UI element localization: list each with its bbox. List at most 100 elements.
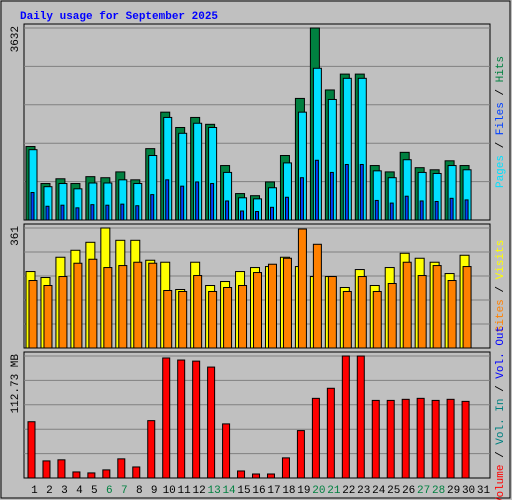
bar [57, 459, 66, 479]
bar [404, 195, 409, 221]
y-tick-label: 112.73 MB [10, 354, 22, 414]
bar [417, 275, 427, 349]
bar [162, 357, 171, 479]
x-tick-label: 22 [342, 485, 355, 497]
bar [386, 399, 395, 479]
legend: Volume / Vol. In / Vol. Out [495, 326, 507, 500]
bar [342, 290, 352, 349]
bar [177, 359, 186, 479]
x-tick-label: 16 [252, 485, 265, 497]
x-tick-label: 11 [178, 485, 192, 497]
bar [329, 171, 334, 221]
x-tick-label: 29 [447, 485, 460, 497]
legend-entry: Files [495, 102, 507, 135]
bar [357, 276, 367, 349]
bar [434, 200, 439, 221]
legend-separator: / [495, 445, 507, 465]
x-tick-label: 26 [402, 485, 415, 497]
bar [43, 285, 53, 349]
bar [27, 421, 36, 479]
y-tick-label: 3632 [10, 26, 22, 52]
bar [255, 211, 260, 221]
bar [72, 471, 81, 479]
bar [60, 204, 65, 221]
bar [180, 185, 185, 221]
bar [103, 267, 113, 349]
x-tick-label: 27 [417, 485, 430, 497]
x-tick-label: 10 [163, 485, 176, 497]
bar [133, 261, 143, 349]
legend-entry: Visits [495, 240, 507, 280]
bar [253, 272, 263, 349]
chart-title: Daily usage for September 2025 [20, 11, 218, 23]
bar [416, 397, 425, 479]
bar [371, 399, 380, 479]
bar [210, 183, 215, 221]
legend-entry: Hits [495, 56, 507, 82]
bar [432, 265, 442, 349]
bar [296, 430, 305, 479]
x-tick-label: 31 [477, 485, 491, 497]
bar [117, 458, 126, 479]
bar [192, 360, 201, 479]
legend-separator: / [495, 279, 507, 299]
bar [402, 261, 412, 349]
bar [341, 355, 350, 479]
bar [464, 199, 469, 221]
bar [449, 197, 454, 221]
x-tick-label: 17 [267, 485, 280, 497]
bar [327, 276, 337, 349]
bar [387, 283, 397, 349]
bar [359, 163, 364, 221]
x-tick-label: 14 [222, 485, 236, 497]
x-tick-label: 18 [282, 485, 295, 497]
bar [446, 398, 455, 479]
bar [178, 290, 188, 349]
legend-separator: / [495, 135, 507, 155]
bar [102, 469, 111, 479]
x-tick-label: 6 [106, 485, 113, 497]
bar [311, 397, 320, 479]
bar [431, 399, 440, 479]
x-tick-label: 9 [151, 485, 158, 497]
bar [222, 423, 231, 479]
bar [135, 205, 140, 221]
legend-entry: Vol. Out [495, 326, 507, 379]
bar [195, 181, 200, 221]
bar [87, 472, 96, 479]
x-tick-label: 25 [387, 485, 400, 497]
x-tick-label: 8 [136, 485, 143, 497]
bar [120, 203, 125, 221]
x-tick-label: 2 [46, 485, 53, 497]
bar [389, 202, 394, 221]
bar [266, 473, 275, 479]
legend-separator: / [495, 379, 507, 399]
bar [88, 258, 98, 349]
bar [281, 457, 290, 479]
bar [148, 262, 158, 349]
bar [30, 192, 35, 221]
x-tick-label: 4 [76, 485, 83, 497]
bar [284, 196, 289, 221]
x-tick-label: 13 [207, 485, 220, 497]
legend-entry: Sites [495, 299, 507, 332]
bar [225, 200, 230, 221]
bar [90, 204, 95, 221]
bar [447, 280, 457, 349]
x-tick-label: 30 [462, 485, 475, 497]
bar [42, 460, 51, 479]
bar [267, 263, 277, 349]
bar [147, 420, 156, 479]
bar [297, 228, 307, 349]
bar [58, 276, 68, 349]
bar [150, 194, 155, 221]
x-tick-label: 7 [121, 485, 128, 497]
legend-entry: Vol. In [495, 398, 507, 444]
x-tick-label: 24 [372, 485, 386, 497]
bar [223, 287, 233, 349]
bar [238, 285, 248, 349]
x-tick-label: 12 [193, 485, 206, 497]
bar [132, 466, 141, 479]
